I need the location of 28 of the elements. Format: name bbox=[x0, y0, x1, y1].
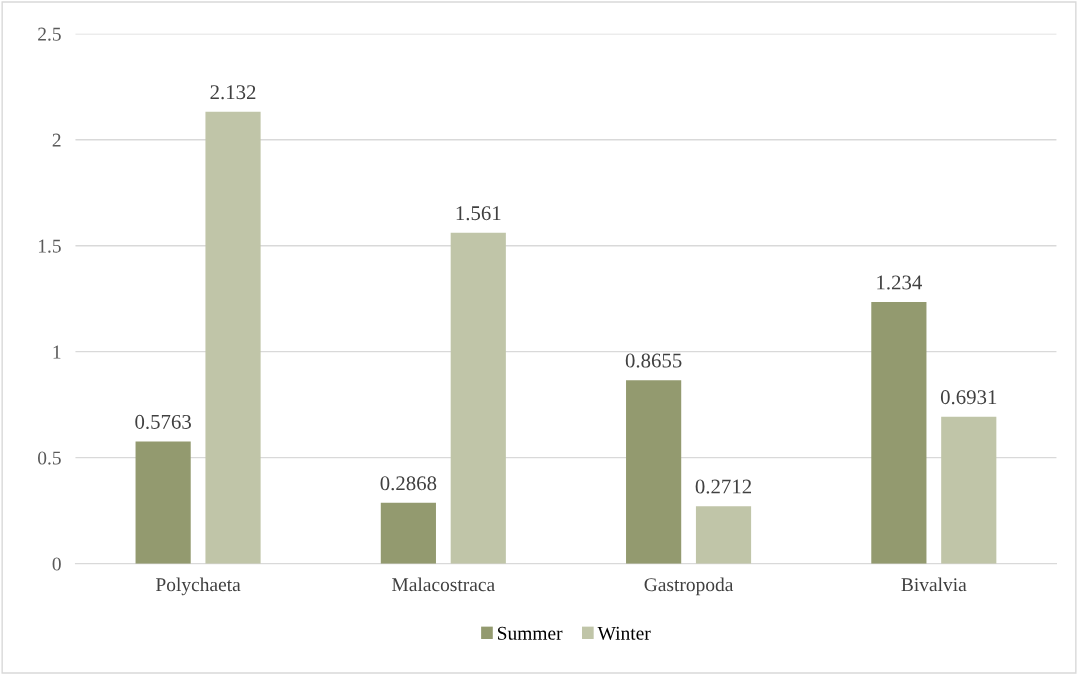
bar bbox=[626, 380, 682, 564]
bar bbox=[695, 506, 752, 564]
bar bbox=[871, 302, 927, 564]
x-tick-label: Gastropoda bbox=[644, 577, 734, 596]
data-label: 0.2712 bbox=[695, 479, 752, 494]
data-label: 1.561 bbox=[456, 206, 501, 221]
bar bbox=[380, 502, 436, 564]
data-label: 0.5763 bbox=[135, 414, 191, 429]
data-label: 2.132 bbox=[210, 85, 256, 100]
y-tick-label: 0.5 bbox=[38, 451, 61, 465]
bar bbox=[941, 416, 997, 564]
data-label: 0.6931 bbox=[940, 390, 997, 405]
y-tick-label: 2.5 bbox=[38, 27, 61, 41]
y-tick-label: 0 bbox=[52, 557, 61, 571]
y-tick-label: 2 bbox=[52, 133, 61, 147]
bar bbox=[205, 111, 261, 564]
bar bbox=[450, 232, 506, 564]
y-tick-label: 1.5 bbox=[38, 239, 61, 253]
data-label: 0.8655 bbox=[625, 353, 682, 368]
legend-label: Winter bbox=[597, 626, 651, 640]
x-tick-label: Malacostraca bbox=[392, 577, 495, 592]
data-label: 0.2868 bbox=[380, 476, 437, 491]
x-tick-label: Polychaeta bbox=[155, 577, 241, 596]
y-tick-label: 1 bbox=[53, 345, 61, 359]
legend-label: Summer bbox=[497, 626, 563, 640]
x-tick-label: Bivalvia bbox=[901, 577, 967, 592]
data-label: 1.234 bbox=[877, 275, 922, 290]
bar bbox=[135, 441, 191, 564]
